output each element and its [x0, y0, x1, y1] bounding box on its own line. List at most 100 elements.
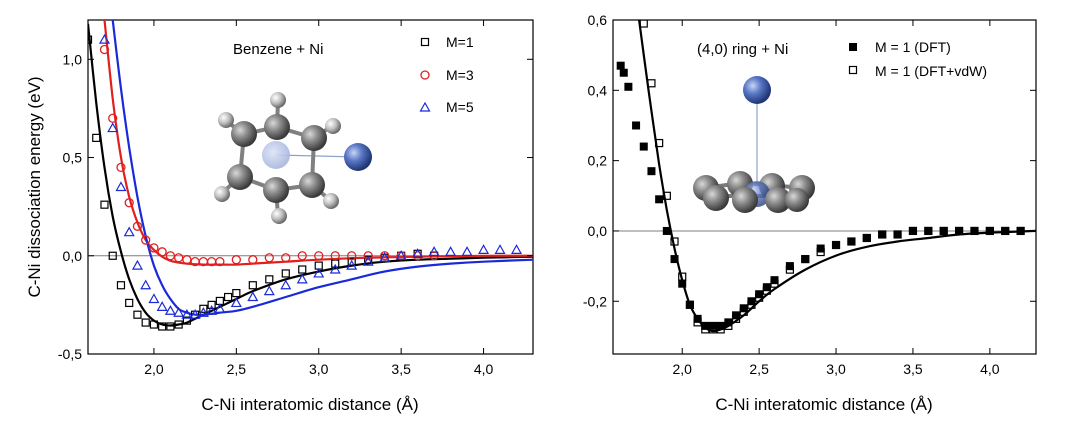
data-point-m-5 — [107, 122, 119, 133]
data-point-m-1-dft — [955, 226, 964, 235]
data-point-m-1-dft-vdw — [739, 307, 748, 316]
data-point-m-1-dft — [878, 230, 887, 239]
data-point-m-5 — [197, 307, 209, 317]
data-point-m-5 — [173, 307, 185, 317]
data-point-m-1 — [92, 133, 101, 142]
y-tick-label: 0,4 — [588, 82, 608, 98]
data-point-m-1-dft-vdw — [1001, 226, 1010, 236]
data-point-m-5 — [510, 244, 523, 254]
data-point-m-3 — [173, 253, 184, 263]
data-point-m-1-dft-vdw — [954, 226, 964, 236]
data-point-m-1-dft-vdw — [662, 191, 671, 200]
data-point-m-1 — [141, 318, 150, 327]
data-point-m-1-dft — [619, 68, 628, 77]
data-point-m-1-dft — [893, 230, 902, 239]
data-point-m-1 — [116, 281, 126, 290]
data-point-m-1-dft — [1001, 226, 1010, 235]
y-tick-label: 0,5 — [63, 150, 83, 166]
data-point-m-1-dft-vdw — [785, 265, 794, 274]
data-point-m-3 — [380, 251, 390, 261]
y-tick-label: 0,0 — [588, 223, 608, 239]
data-point-m-3 — [132, 221, 143, 231]
x-tick-label: 2,5 — [749, 361, 769, 377]
data-point-m-1 — [166, 322, 175, 331]
data-point-m-1-dft-vdw — [801, 254, 810, 264]
data-point-m-5 — [247, 291, 259, 302]
x-tick-label: 3,0 — [826, 361, 846, 377]
data-point-m-5 — [164, 305, 176, 315]
data-point-m-5 — [230, 297, 242, 308]
x-tick-label: 3,5 — [903, 361, 923, 377]
legend-label-dft: M = 1 (DFT) — [875, 39, 951, 55]
legend-entry-m1: M=1 — [420, 34, 474, 50]
data-point-m-1-dft-vdw — [747, 300, 756, 309]
data-point-m-1-dft-vdw — [939, 226, 948, 236]
legend-entry-dft: M = 1 (DFT) — [849, 39, 951, 55]
data-point-m-1-dft-vdw — [716, 325, 725, 334]
data-point-m-1-dft-vdw — [701, 325, 710, 334]
left-y-axis-title: C-Ni dissociation energy (eV) — [25, 76, 44, 297]
right-plot-frame — [612, 19, 1037, 355]
data-point-m-1 — [174, 320, 183, 329]
data-point-m-1-dft-vdw — [831, 240, 841, 250]
legend-label-dft-vdw: M = 1 (DFT+vdW) — [875, 63, 987, 79]
data-point-m-5 — [461, 246, 473, 256]
y-tick-label: 0,2 — [588, 153, 608, 169]
data-point-m-3 — [182, 255, 192, 265]
data-point-m-5 — [346, 259, 358, 270]
y-tick-label: -0,5 — [58, 346, 82, 362]
data-point-m-1-dft — [908, 226, 917, 235]
ring-ni-molecule — [693, 76, 815, 213]
legend-label-m3: M=3 — [446, 67, 474, 83]
data-point-m-5 — [148, 293, 160, 304]
y-tick-label: -0,2 — [583, 293, 607, 309]
data-point-m-3 — [124, 198, 134, 208]
data-point-m-5 — [296, 273, 308, 284]
data-point-m-3 — [149, 243, 159, 253]
data-point-m-1 — [88, 35, 93, 44]
data-point-m-5 — [98, 33, 111, 44]
data-point-m-1-dft-vdw — [731, 314, 741, 323]
data-point-m-1 — [100, 200, 109, 209]
data-point-m-5 — [412, 248, 424, 258]
data-point-m-1-dft-vdw — [970, 226, 979, 236]
data-point-m-1 — [125, 298, 134, 308]
data-point-m-1-dft — [670, 255, 679, 264]
data-point-m-5 — [123, 226, 135, 237]
data-point-m-3 — [314, 251, 324, 261]
legend-label-m5: M=5 — [446, 99, 474, 115]
x-tick-label: 4,0 — [980, 361, 1000, 377]
data-point-m-1-dft-vdw — [985, 226, 994, 236]
data-point-m-1-dft — [639, 142, 648, 151]
legend-marker-m3 — [420, 70, 430, 80]
right-x-axis-title: C-Ni interatomic distance (Å) — [715, 395, 932, 414]
data-point-m-1-dft-vdw — [908, 226, 918, 236]
data-point-m-3 — [165, 251, 176, 261]
legend-marker-m1 — [420, 37, 430, 47]
data-point-m-1-dft-vdw — [693, 318, 702, 327]
data-point-m-1-dft — [939, 226, 948, 235]
data-point-m-1-dft — [655, 195, 664, 204]
data-point-m-1-dft-vdw — [762, 286, 771, 295]
data-point-m-3 — [141, 235, 151, 245]
data-point-m-1-dft-vdw — [670, 237, 679, 246]
data-point-m-1 — [223, 292, 233, 302]
data-point-m-5 — [131, 259, 143, 270]
data-point-m-1 — [149, 320, 159, 329]
data-point-m-5 — [395, 250, 407, 260]
data-point-m-5 — [445, 246, 457, 256]
data-point-m-5 — [428, 246, 440, 256]
data-point-m-1-dft — [970, 226, 979, 235]
y-tick-label: 0,0 — [63, 248, 83, 264]
right-panel: 2,0 2,5 3,0 3,5 4,0 -0,2 0,0 0,2 0,4 0,6 (4,0) ri… — [583, 12, 1037, 414]
y-tick-label: 1,0 — [63, 51, 83, 67]
data-point-m-1-dft — [662, 226, 671, 235]
data-point-m-1-dft — [678, 279, 687, 288]
data-point-m-1-dft-vdw — [847, 237, 856, 246]
data-point-m-5 — [329, 263, 341, 274]
data-point-m-1-dft-vdw — [1016, 226, 1025, 236]
data-point-m-5 — [181, 308, 193, 319]
data-point-m-1-dft-vdw — [755, 293, 764, 302]
data-point-m-5 — [214, 303, 226, 313]
data-point-m-1-dft-vdw — [724, 321, 733, 330]
